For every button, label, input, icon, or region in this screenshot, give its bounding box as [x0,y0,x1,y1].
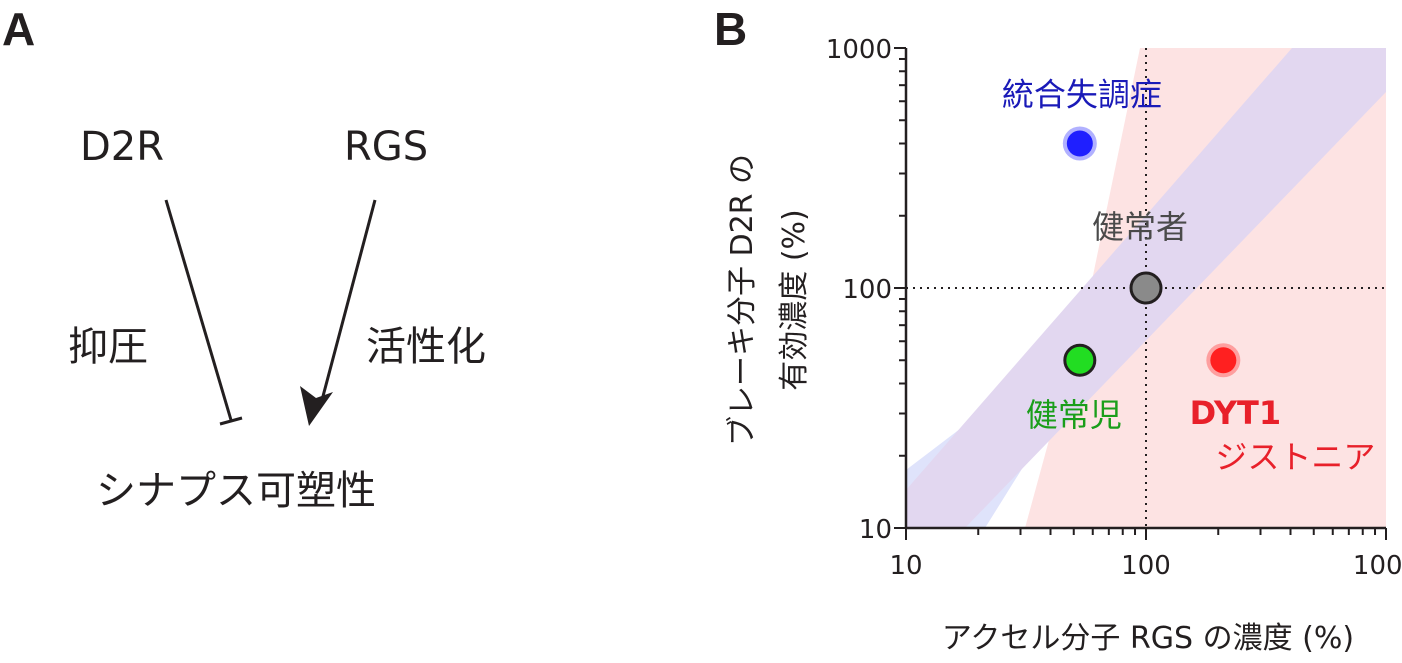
healthy-child-label: 健常児 [1026,396,1122,434]
y-tick-label: 100 [842,275,892,305]
data-points [1062,126,1241,378]
panel-b-letter: B [714,3,748,55]
data-point [1063,343,1097,377]
tick-labels: 10 100 1000 10 100 1000 [826,35,1402,581]
y-axis-title-line1: ブレーキ分子 D2R の [725,154,760,446]
healthy-adult-label: 健常者 [1092,208,1188,246]
dystonia-label-line2: ジストニア [1215,438,1375,476]
schizophrenia-label: 統合失調症 [1002,76,1162,114]
activation-edge [320,199,377,401]
data-point [1129,271,1163,305]
x-tick-label: 100 [1121,551,1171,581]
axis-titles: アクセル分子 RGS の濃度 (%) ブレーキ分子 D2R の有効濃度 (%) [725,154,1354,656]
dystonia-label-line1: DYT1 [1190,394,1282,432]
y-tick-label: 10 [859,515,892,545]
y-axis-title-line2: 有効濃度 (%) [777,209,812,390]
x-tick-label: 1000 [1353,551,1402,581]
synaptic-plasticity-label: シナプス可塑性 [96,468,376,514]
x-tick-label: 10 [889,551,922,581]
panel-a-letter: A [2,3,36,55]
rgs-label: RGS [344,124,429,170]
y-tick-label: 1000 [826,35,892,65]
inhibition-bar [219,416,243,426]
suppression-label: 抑圧 [68,324,148,370]
activation-label: 活性化 [366,324,486,370]
axes [894,47,1387,540]
x-axis-title: アクセル分子 RGS の濃度 (%) [942,621,1354,656]
data-point [1066,130,1093,157]
inhibition-edge [164,199,233,421]
activation-arrowhead [300,386,333,426]
d2r-label: D2R [80,124,165,170]
data-point [1210,347,1237,374]
panel-a-arrows [164,199,377,426]
